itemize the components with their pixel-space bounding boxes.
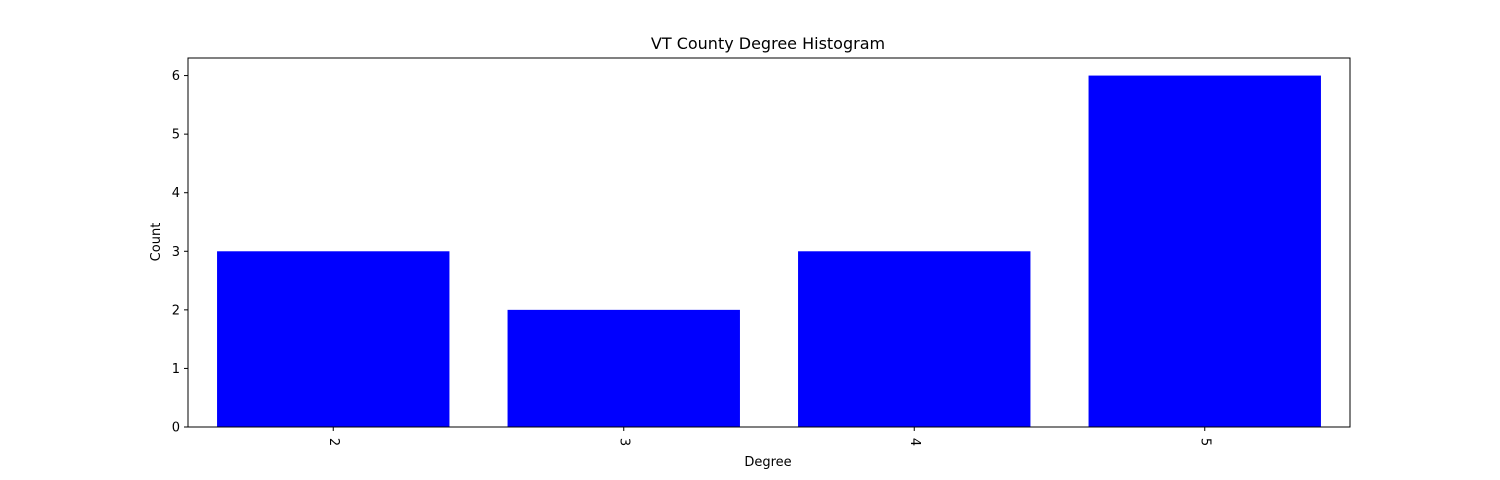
y-tick-label: 4 — [172, 186, 180, 201]
x-axis-label: Degree — [744, 455, 791, 470]
y-tick-label: 2 — [172, 303, 180, 318]
bar-2 — [217, 251, 450, 427]
bar-3 — [507, 309, 740, 427]
bar-5 — [1088, 75, 1321, 428]
plot-area: 0 1 2 3 4 5 6 2 3 4 5 — [172, 69, 1321, 446]
y-axis-label: Count — [149, 223, 164, 262]
y-tick-label: 1 — [172, 362, 180, 377]
y-tick-label: 0 — [172, 421, 180, 436]
chart-title: VT County Degree Histogram — [651, 34, 885, 53]
x-tick-label: 2 — [326, 438, 341, 446]
y-tick-label: 6 — [172, 69, 180, 84]
x-tick-label: 3 — [616, 438, 631, 446]
x-tick-label: 4 — [907, 438, 922, 446]
y-tick-label: 5 — [172, 128, 180, 143]
x-tick-label: 5 — [1197, 438, 1212, 446]
plot-frame — [187, 57, 1351, 428]
y-tick-label: 3 — [172, 245, 180, 260]
bar-4 — [798, 251, 1031, 427]
